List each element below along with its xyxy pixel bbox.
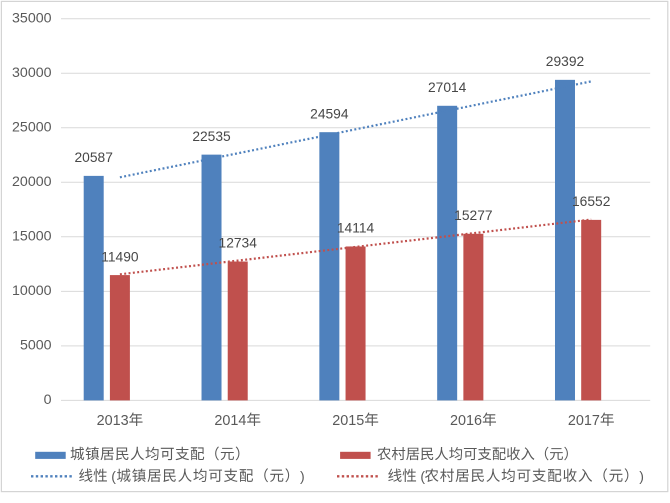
svg-text:2016: 2016 bbox=[450, 413, 482, 429]
svg-text:16552: 16552 bbox=[572, 194, 610, 209]
svg-text:20587: 20587 bbox=[75, 150, 113, 165]
svg-text:(: ( bbox=[111, 468, 116, 484]
svg-text:10000: 10000 bbox=[12, 283, 52, 299]
svg-text:24594: 24594 bbox=[310, 106, 349, 121]
svg-text:(: ( bbox=[420, 468, 425, 484]
svg-text:30000: 30000 bbox=[12, 65, 52, 81]
svg-text:): ) bbox=[639, 468, 644, 484]
svg-text:2014: 2014 bbox=[214, 413, 246, 429]
svg-text:27014: 27014 bbox=[428, 80, 467, 95]
svg-text:20000: 20000 bbox=[12, 174, 52, 190]
svg-text:11490: 11490 bbox=[101, 249, 139, 264]
svg-text:29392: 29392 bbox=[546, 54, 584, 69]
svg-text:14114: 14114 bbox=[337, 221, 375, 236]
svg-text:): ) bbox=[300, 468, 305, 484]
svg-text:25000: 25000 bbox=[12, 119, 52, 135]
svg-text:0: 0 bbox=[44, 392, 52, 408]
svg-text:5000: 5000 bbox=[20, 337, 52, 353]
svg-text:2017: 2017 bbox=[568, 413, 600, 429]
svg-text:2013: 2013 bbox=[97, 413, 129, 429]
svg-text:22535: 22535 bbox=[192, 129, 231, 144]
svg-text:12734: 12734 bbox=[219, 236, 258, 251]
svg-text:15000: 15000 bbox=[12, 228, 52, 244]
svg-text:35000: 35000 bbox=[12, 10, 52, 26]
svg-text:2015: 2015 bbox=[332, 413, 364, 429]
svg-text:15277: 15277 bbox=[454, 208, 492, 223]
